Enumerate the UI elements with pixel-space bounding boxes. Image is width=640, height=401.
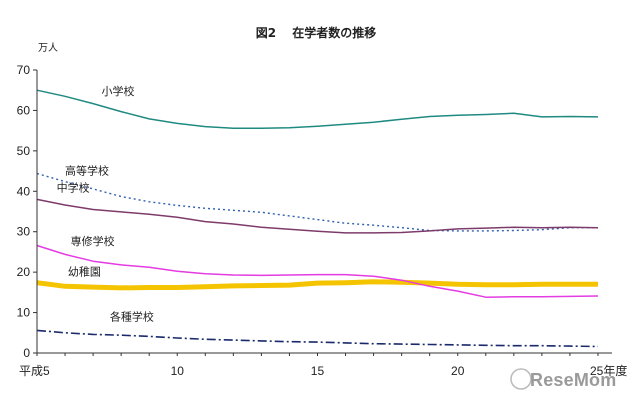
series-label: 中学校 [57, 180, 90, 194]
y-tick-label: 0 [23, 346, 30, 360]
y-axis-ticks: 0 10 20 30 40 50 60 70 [17, 63, 37, 360]
series-label: 小学校 [102, 84, 135, 98]
y-tick-label: 70 [17, 63, 31, 77]
x-tick-label: 10 [171, 364, 185, 378]
chart-title: 図2 在学者数の推移 [256, 25, 377, 40]
series-line-5 [36, 329, 599, 348]
y-tick-label: 60 [17, 103, 31, 117]
x-tick-label: 15 [311, 364, 325, 378]
x-tick-label: 平成5 [19, 364, 50, 378]
series-label: 高等学校 [65, 163, 109, 177]
y-axis-unit-label: 万人 [38, 42, 58, 54]
y-tick-label: 50 [17, 144, 31, 158]
y-tick-label: 10 [17, 306, 31, 320]
resemom-watermark: ReseMom [510, 368, 616, 390]
x-axis-ticks: 平成5 10 15 20 25年度 [19, 353, 627, 378]
series-label: 幼稚園 [68, 265, 101, 278]
series-line-3 [36, 244, 599, 298]
series-line-1 [36, 172, 598, 232]
y-tick-label: 20 [17, 265, 31, 279]
series-line-0 [36, 89, 599, 129]
series-lines [36, 89, 599, 348]
series-label: 各種学校 [110, 310, 154, 324]
x-tick-label: 25年度 [590, 363, 627, 378]
y-tick-label: 40 [17, 184, 31, 198]
series-line-2 [36, 198, 599, 234]
x-tick-label: 20 [451, 364, 465, 378]
y-tick-label: 30 [17, 225, 31, 239]
series-label: 専修学校 [71, 234, 115, 248]
watermark-text: ReseMom [530, 370, 616, 390]
series-line-4 [36, 279, 598, 291]
